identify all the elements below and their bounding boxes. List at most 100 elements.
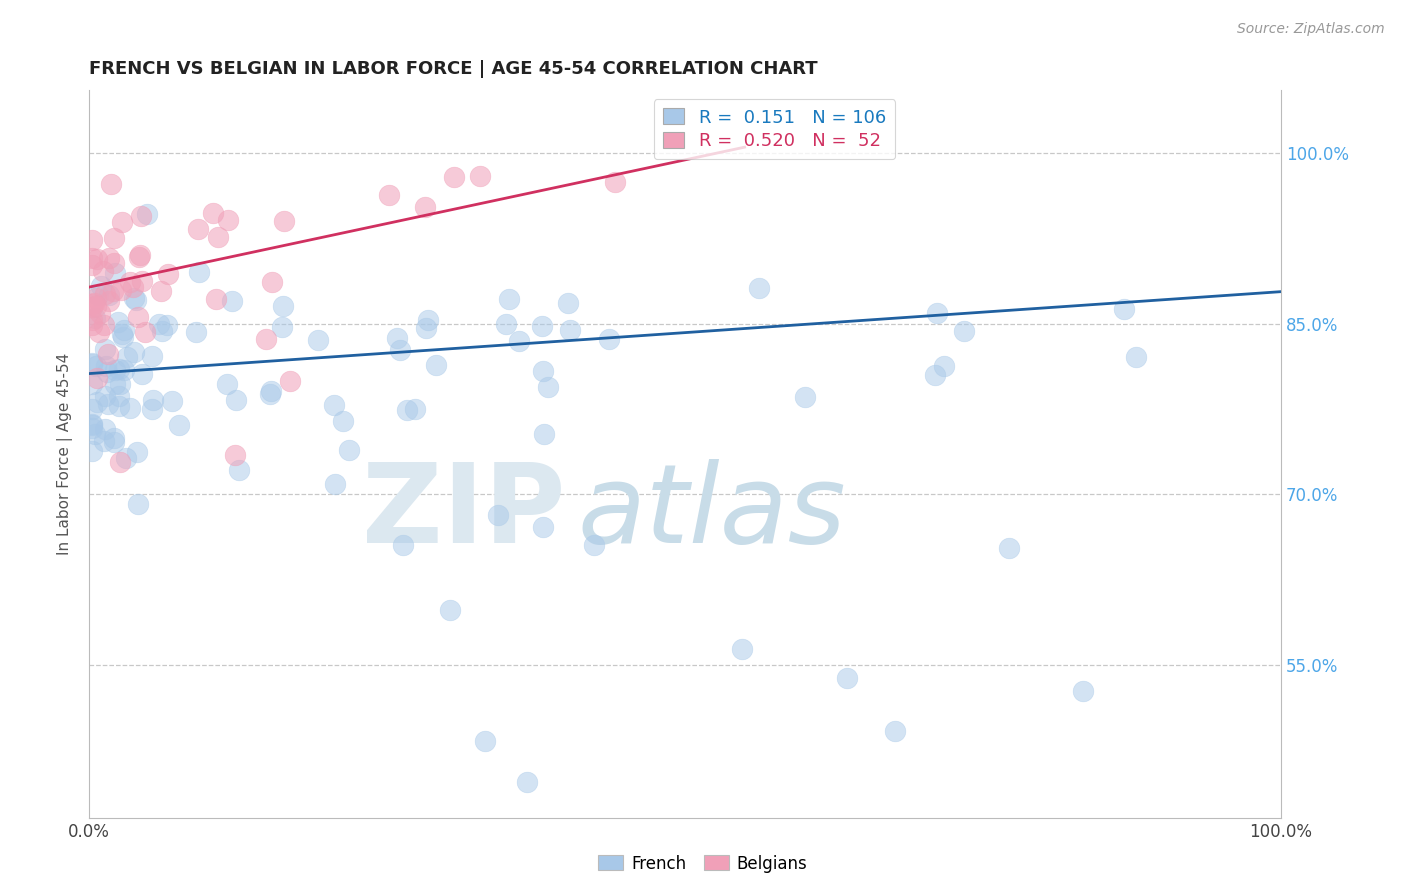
- Point: [80, 376, 103, 391]
- Point: [97, 288, 120, 302]
- Point: [224, 448, 246, 462]
- Point: [530, 319, 553, 334]
- Point: [187, 222, 209, 236]
- Point: [396, 403, 419, 417]
- Point: [83, 295, 105, 310]
- Point: [103, 231, 125, 245]
- Point: [82, 301, 104, 315]
- Point: [385, 331, 408, 345]
- Point: [80, 417, 103, 432]
- Point: [128, 250, 150, 264]
- Point: [508, 334, 530, 348]
- Point: [254, 332, 277, 346]
- Point: [136, 207, 159, 221]
- Point: [443, 170, 465, 185]
- Point: [377, 187, 399, 202]
- Point: [84, 292, 107, 306]
- Point: [1125, 351, 1147, 365]
- Point: [498, 292, 520, 306]
- Point: [128, 248, 150, 262]
- Point: [107, 399, 129, 413]
- Point: [93, 342, 115, 356]
- Point: [141, 350, 163, 364]
- Point: [80, 356, 103, 370]
- Point: [104, 363, 127, 377]
- Point: [392, 538, 415, 552]
- Point: [80, 421, 103, 435]
- Point: [83, 311, 105, 326]
- Point: [118, 401, 141, 416]
- Point: [271, 319, 294, 334]
- Point: [112, 323, 135, 337]
- Text: Source: ZipAtlas.com: Source: ZipAtlas.com: [1237, 22, 1385, 37]
- Point: [131, 274, 153, 288]
- Point: [86, 371, 108, 385]
- Point: [537, 380, 560, 394]
- Point: [127, 444, 149, 458]
- Text: atlas: atlas: [578, 459, 846, 566]
- Point: [100, 178, 122, 192]
- Point: [91, 264, 114, 278]
- Point: [582, 538, 605, 552]
- Point: [731, 641, 754, 656]
- Point: [110, 326, 132, 341]
- Point: [87, 288, 110, 302]
- Point: [108, 377, 131, 392]
- Point: [122, 292, 145, 306]
- Point: [122, 345, 145, 359]
- Point: [114, 362, 136, 376]
- Point: [531, 364, 554, 378]
- Point: [748, 281, 770, 295]
- Point: [120, 276, 142, 290]
- Point: [80, 296, 103, 310]
- Point: [273, 214, 295, 228]
- Point: [1112, 301, 1135, 316]
- Point: [117, 350, 139, 364]
- Point: [80, 318, 103, 332]
- Point: [323, 477, 346, 491]
- Point: [205, 292, 228, 306]
- Point: [80, 401, 103, 416]
- Legend: French, Belgians: French, Belgians: [592, 848, 814, 880]
- Point: [322, 398, 344, 412]
- Point: [125, 293, 148, 308]
- Point: [924, 368, 946, 382]
- Point: [90, 279, 112, 293]
- Point: [94, 422, 117, 436]
- Point: [217, 213, 239, 227]
- Point: [80, 313, 103, 327]
- Point: [262, 275, 284, 289]
- Point: [215, 377, 238, 392]
- Point: [260, 384, 283, 398]
- Point: [114, 450, 136, 465]
- Point: [111, 215, 134, 229]
- Point: [389, 343, 412, 357]
- Point: [131, 367, 153, 381]
- Point: [127, 497, 149, 511]
- Point: [127, 310, 149, 325]
- Point: [228, 463, 250, 477]
- Point: [558, 323, 581, 337]
- Point: [837, 672, 859, 686]
- Point: [439, 603, 461, 617]
- Point: [142, 392, 165, 407]
- Point: [425, 358, 447, 372]
- Point: [474, 734, 496, 748]
- Point: [271, 299, 294, 313]
- Point: [89, 306, 111, 320]
- Point: [533, 519, 555, 533]
- Point: [953, 324, 976, 338]
- Point: [486, 508, 509, 522]
- Point: [80, 357, 103, 371]
- Text: FRENCH VS BELGIAN IN LABOR FORCE | AGE 45-54 CORRELATION CHART: FRENCH VS BELGIAN IN LABOR FORCE | AGE 4…: [89, 60, 818, 78]
- Point: [557, 296, 579, 310]
- Point: [470, 169, 492, 183]
- Legend: R =  0.151   N = 106, R =  0.520   N =  52: R = 0.151 N = 106, R = 0.520 N = 52: [654, 99, 896, 160]
- Point: [103, 256, 125, 270]
- Point: [278, 374, 301, 388]
- Point: [141, 402, 163, 417]
- Point: [98, 251, 121, 265]
- Y-axis label: In Labor Force | Age 45-54: In Labor Force | Age 45-54: [58, 353, 73, 556]
- Point: [96, 365, 118, 379]
- Point: [148, 317, 170, 331]
